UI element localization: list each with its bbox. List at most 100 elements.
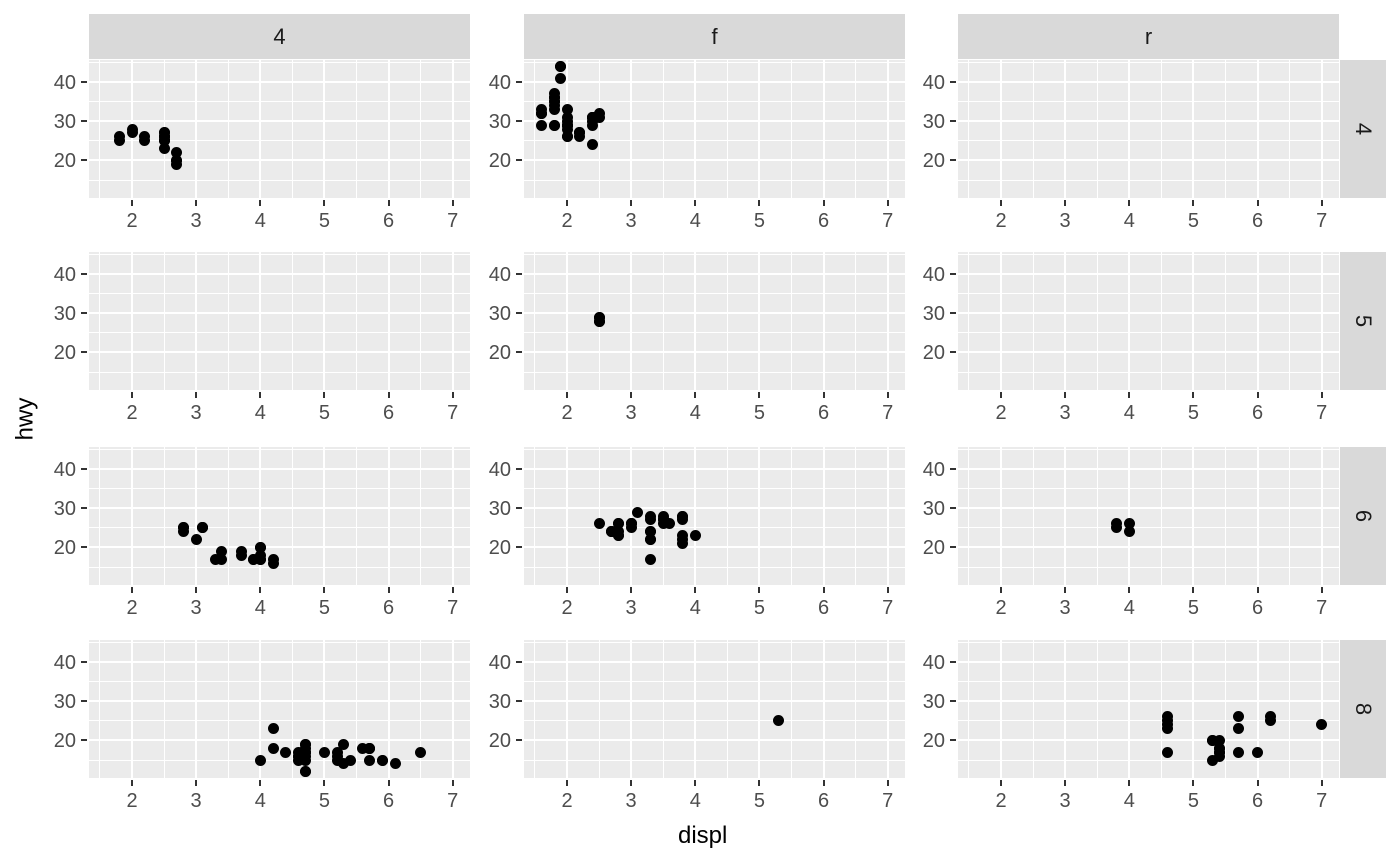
x-axis-tick-mark	[131, 780, 133, 786]
major-gridline-x	[566, 252, 568, 390]
minor-gridline-x	[968, 252, 970, 390]
minor-gridline-y	[89, 332, 470, 334]
x-axis-tick-label: 7	[447, 402, 459, 424]
x-axis-tick-label: 4	[254, 790, 266, 812]
x-axis-tick-label: 3	[190, 210, 202, 232]
data-point	[587, 111, 599, 123]
data-point	[158, 143, 170, 155]
y-axis-tick-mark	[950, 700, 956, 703]
x-axis-tick-mark	[566, 780, 568, 786]
minor-gridline-x	[1160, 60, 1162, 198]
minor-gridline-y	[524, 681, 905, 683]
data-point	[190, 534, 202, 545]
minor-gridline-y	[524, 253, 905, 255]
x-axis-tick-mark	[758, 392, 761, 398]
data-point	[254, 541, 266, 553]
minor-gridline-x	[227, 252, 229, 390]
x-axis-title: displ	[678, 822, 728, 849]
minor-gridline-y	[89, 179, 470, 181]
data-point	[293, 750, 305, 762]
minor-gridline-y	[524, 759, 905, 761]
x-axis-tick-mark	[323, 392, 326, 398]
major-gridline-y	[958, 739, 1339, 742]
x-axis-tick-mark	[630, 780, 633, 786]
x-axis-tick-mark	[822, 200, 825, 206]
x-axis-tick-label: 2	[995, 597, 1007, 619]
data-point	[632, 506, 643, 518]
minor-gridline-x	[1289, 60, 1291, 198]
y-axis-tick-label: 20	[488, 150, 511, 173]
y-axis-tick-label: 40	[488, 264, 511, 286]
y-axis-tick-mark	[950, 273, 956, 275]
x-axis-tick-mark	[387, 587, 390, 593]
x-axis-tick-mark	[131, 587, 133, 593]
x-axis-tick-label: 7	[882, 210, 894, 232]
major-gridline-x	[259, 447, 262, 585]
major-gridline-y	[89, 507, 470, 510]
minor-gridline-x	[726, 252, 728, 390]
x-axis-tick-mark	[1320, 780, 1323, 786]
minor-gridline-x	[1032, 60, 1034, 198]
major-gridline-x	[566, 447, 568, 585]
y-axis-tick-label: 20	[53, 730, 76, 753]
y-axis-tick-mark	[516, 546, 522, 549]
y-axis-tick-mark	[950, 546, 956, 549]
y-axis-tick-label: 20	[488, 730, 511, 753]
minor-gridline-x	[356, 447, 357, 585]
x-axis-tick-mark	[323, 200, 326, 206]
x-axis-tick-mark	[1064, 780, 1067, 786]
x-axis-tick-mark	[1128, 780, 1131, 786]
panel-drv-f-cyl-5	[524, 252, 905, 390]
x-axis-tick-label: 6	[382, 210, 395, 232]
minor-gridline-x	[968, 447, 970, 585]
minor-gridline-x	[227, 640, 229, 778]
major-gridline-x	[1064, 640, 1067, 778]
major-gridline-x	[1256, 252, 1259, 390]
x-axis-tick-mark	[195, 392, 198, 398]
minor-gridline-x	[791, 640, 792, 778]
minor-gridline-x	[356, 60, 357, 198]
major-gridline-x	[387, 60, 390, 198]
x-axis-tick-label: 2	[126, 790, 138, 812]
facet-row-strip: 5	[1340, 252, 1386, 390]
data-point	[177, 526, 189, 538]
data-point	[664, 518, 676, 530]
minor-gridline-y	[958, 61, 1339, 63]
minor-gridline-y	[89, 140, 470, 142]
x-axis-tick-mark	[1000, 392, 1002, 398]
panel-drv-r-cyl-4	[958, 60, 1339, 198]
data-point	[1213, 734, 1225, 746]
major-gridline-x	[195, 60, 198, 198]
minor-gridline-y	[524, 488, 905, 490]
minor-gridline-x	[291, 447, 293, 585]
major-gridline-x	[630, 447, 633, 585]
x-axis-tick-label: 7	[447, 210, 459, 232]
major-gridline-x	[758, 60, 761, 198]
x-axis-tick-label: 6	[817, 210, 830, 232]
data-point	[1232, 711, 1244, 723]
x-axis-tick-label: 2	[126, 597, 138, 619]
minor-gridline-x	[855, 60, 857, 198]
x-axis-tick-label: 4	[1123, 210, 1135, 232]
major-gridline-x	[451, 60, 454, 198]
y-axis-tick-label: 30	[488, 303, 511, 326]
major-gridline-y	[89, 468, 470, 470]
major-gridline-x	[1128, 447, 1131, 585]
x-axis-tick-label: 5	[1187, 597, 1199, 619]
y-axis-tick-mark	[81, 273, 87, 275]
x-axis-tick-label: 4	[689, 790, 701, 812]
major-gridline-x	[1128, 640, 1131, 778]
x-axis-tick-label: 7	[882, 402, 894, 424]
major-gridline-x	[886, 640, 889, 778]
minor-gridline-y	[958, 527, 1339, 529]
major-gridline-x	[886, 252, 889, 390]
minor-gridline-x	[1225, 60, 1226, 198]
y-axis-tick-label: 40	[53, 264, 76, 286]
minor-gridline-x	[1096, 447, 1098, 585]
x-axis-tick-label: 5	[1187, 210, 1199, 232]
minor-gridline-y	[958, 371, 1339, 373]
major-gridline-y	[958, 468, 1339, 470]
data-point	[548, 103, 560, 115]
minor-gridline-y	[524, 448, 905, 450]
x-axis-tick-label: 2	[126, 210, 138, 232]
